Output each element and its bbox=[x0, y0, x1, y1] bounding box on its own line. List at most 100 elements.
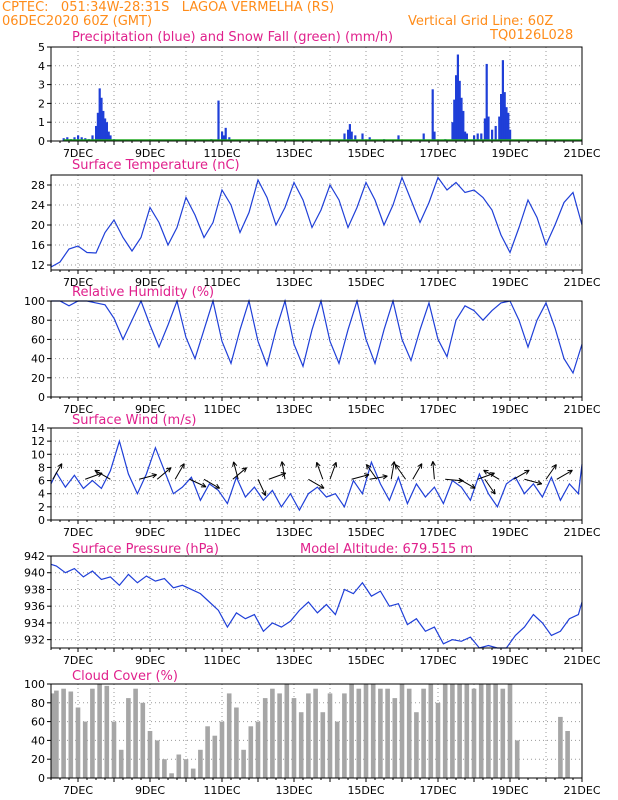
precip-panel bbox=[47, 46, 583, 145]
pressure-xtick-label: 11DEC bbox=[203, 654, 240, 667]
wind-arrow bbox=[477, 472, 495, 480]
wind-arrow-head bbox=[555, 464, 557, 470]
wind-arrow-head bbox=[394, 464, 397, 470]
cloud-xtick-label: 21DEC bbox=[563, 784, 600, 797]
wind-arrow-head bbox=[57, 463, 63, 467]
precip-bar bbox=[343, 133, 346, 141]
wind-arrow bbox=[232, 467, 247, 480]
wind-arrow-head bbox=[490, 491, 496, 495]
cloud-bar bbox=[248, 726, 254, 778]
wind-arrow bbox=[394, 464, 407, 480]
wind-ytick-label: 8 bbox=[38, 461, 45, 474]
cloud-ytick-label: 40 bbox=[31, 734, 45, 747]
pressure-xtick-label: 21DEC bbox=[563, 654, 600, 667]
precip-bar bbox=[397, 135, 400, 141]
cloud-bar bbox=[392, 698, 398, 778]
rh-line bbox=[51, 298, 583, 375]
precip-bar bbox=[501, 60, 504, 141]
wind-arrow bbox=[545, 464, 557, 480]
wind-xtick-label: 13DEC bbox=[275, 526, 312, 539]
wind-arrow-head bbox=[366, 464, 372, 468]
temp-xtick-label: 7DEC bbox=[63, 276, 93, 289]
pressure-xtick-label: 13DEC bbox=[275, 654, 312, 667]
cloud-bar bbox=[500, 688, 506, 778]
cloud-bar bbox=[298, 712, 304, 778]
cloud-bar bbox=[342, 693, 347, 778]
cloud-bar bbox=[205, 726, 210, 778]
cloud-bar bbox=[169, 773, 174, 778]
wind-arrow-head bbox=[280, 472, 286, 474]
cloud-bar bbox=[90, 688, 95, 778]
cloud-bar bbox=[255, 721, 261, 778]
header-date: 06DEC2020 60Z (GMT) bbox=[2, 14, 153, 29]
cloud-bar bbox=[320, 712, 326, 778]
cloud-bar bbox=[154, 740, 160, 778]
wind-arrow-head bbox=[152, 474, 157, 479]
cloud-bar bbox=[421, 688, 426, 778]
cloud-bar bbox=[284, 684, 290, 778]
wind-arrow bbox=[268, 472, 286, 480]
precip-bar bbox=[98, 88, 101, 141]
cloud-bar bbox=[306, 693, 311, 778]
rh-ytick-label: 100 bbox=[24, 295, 45, 308]
wind-arrow-head bbox=[151, 473, 157, 476]
precip-bar bbox=[509, 129, 512, 141]
precip-bar bbox=[224, 127, 227, 141]
rh-panel bbox=[47, 298, 583, 401]
precip-bar bbox=[476, 133, 479, 141]
cloud-bar bbox=[507, 684, 513, 778]
cloud-bar bbox=[313, 688, 318, 778]
precip-bar bbox=[95, 125, 98, 141]
rh-xtick-label: 21DEC bbox=[563, 403, 600, 416]
wind-arrow-head bbox=[216, 483, 221, 489]
precip-bar bbox=[66, 137, 69, 141]
wind-arrow-head bbox=[490, 472, 495, 478]
cloud-bar bbox=[54, 690, 59, 778]
pressure-xtick-label: 15DEC bbox=[347, 654, 384, 667]
pressure-panel bbox=[47, 555, 583, 652]
precip-bar bbox=[465, 133, 468, 141]
precip-bar bbox=[462, 110, 465, 141]
precip-xtick-label: 15DEC bbox=[347, 147, 384, 160]
wind-arrow-head bbox=[281, 461, 286, 466]
wind-arrow bbox=[257, 479, 267, 496]
wind-arrow-head bbox=[363, 473, 370, 476]
cloud-xtick-label: 17DEC bbox=[419, 784, 456, 797]
cloud-bar bbox=[198, 749, 203, 778]
wind-arrow-head bbox=[365, 464, 368, 470]
cloud-bar bbox=[442, 684, 448, 778]
temp-ytick-label: 28 bbox=[31, 179, 45, 192]
pressure-ytick-label: 936 bbox=[24, 600, 45, 613]
cloud-xtick-label: 11DEC bbox=[203, 784, 240, 797]
precip-bar bbox=[73, 137, 76, 141]
wind-xtick-label: 21DEC bbox=[563, 526, 600, 539]
rh-xtick-label: 19DEC bbox=[491, 403, 528, 416]
wind-arrow-head bbox=[94, 469, 99, 475]
wind-ytick-label: 14 bbox=[31, 422, 45, 435]
cloud-bar bbox=[478, 684, 484, 778]
precip-bar bbox=[354, 135, 357, 141]
wind-ytick-label: 10 bbox=[31, 448, 45, 461]
precip-bar bbox=[458, 80, 461, 141]
wind-ytick-label: 4 bbox=[38, 488, 45, 501]
header-location: CPTEC: 051:34W-28:31S LAGOA VERMELHA (RS… bbox=[2, 0, 335, 15]
rh-xtick-label: 17DEC bbox=[419, 403, 456, 416]
wind-arrow-head bbox=[536, 483, 542, 486]
precip-bar bbox=[221, 131, 224, 141]
precip-bar bbox=[350, 131, 353, 141]
wind-arrow bbox=[139, 474, 157, 480]
cloud-xtick-label: 19DEC bbox=[491, 784, 528, 797]
precip-xtick-label: 7DEC bbox=[63, 147, 93, 160]
cloud-bar bbox=[370, 684, 376, 778]
cloud-bar bbox=[565, 731, 570, 778]
wind-arrow bbox=[52, 463, 63, 480]
header-model-code: TQ0126L028 bbox=[490, 28, 574, 43]
cloud-bar bbox=[414, 712, 419, 778]
precip-bar bbox=[104, 118, 107, 141]
cloud-xtick-label: 7DEC bbox=[63, 784, 93, 797]
precip-title: Precipitation (blue) and Snow Fall (gree… bbox=[72, 30, 393, 45]
rh-ytick-label: 60 bbox=[31, 333, 45, 346]
wind-arrow-head bbox=[335, 462, 338, 468]
pressure-ytick-label: 934 bbox=[24, 617, 45, 630]
wind-arrow-head bbox=[320, 483, 325, 489]
